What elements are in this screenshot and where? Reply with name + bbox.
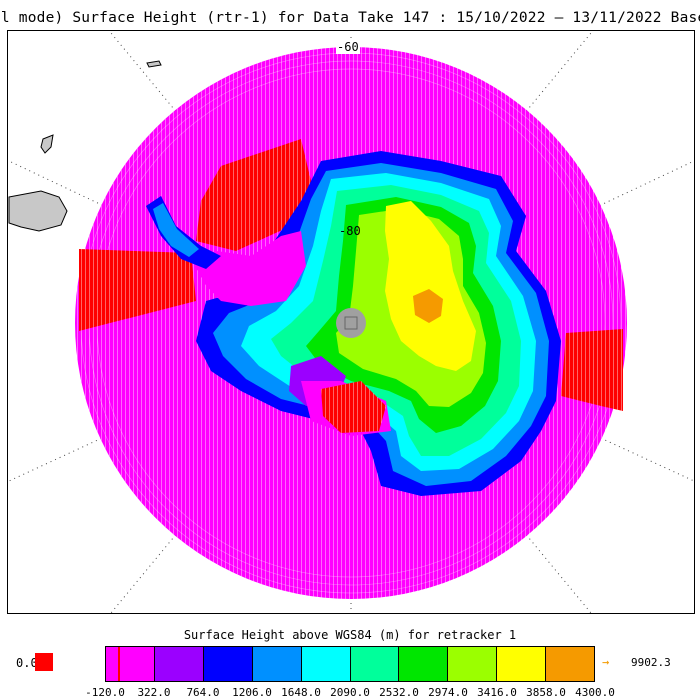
colorbar-segment	[350, 647, 400, 681]
colorbar-tick-label: 1648.0	[281, 686, 321, 699]
colorbar-tick-label: 2974.0	[428, 686, 468, 699]
colorbar-tick-label: 322.0	[137, 686, 171, 699]
colorbar	[105, 646, 595, 682]
latitude-label-80: -80	[339, 224, 361, 238]
land-masses	[8, 60, 162, 232]
colorbar-segment	[301, 647, 351, 681]
pole-hole	[336, 308, 366, 338]
polar-map	[8, 32, 694, 613]
colorbar-title: Surface Height above WGS84 (m) for retra…	[183, 628, 517, 642]
colorbar-segment	[497, 647, 547, 681]
west-antarctica	[146, 196, 391, 436]
colorbar-segment	[203, 647, 253, 681]
colorbar-segment	[106, 647, 155, 681]
colorbar-tick-label: 4300.0	[575, 686, 615, 699]
colorbar-tick-label: 1206.0	[232, 686, 272, 699]
colorbar-segment	[546, 647, 595, 681]
nodata-regions	[79, 139, 623, 411]
colorbar-segment	[154, 647, 204, 681]
colorbar-tick-label: 2532.0	[379, 686, 419, 699]
overflow-arrow-icon: →	[602, 655, 610, 669]
latitude-label-60: -60	[336, 40, 360, 54]
nodata-swatch	[35, 653, 53, 671]
colorbar-tick-label: 2090.0	[330, 686, 370, 699]
chart-title: ll mode) Surface Height (rtr-1) for Data…	[0, 10, 700, 26]
colorbar-segment	[399, 647, 449, 681]
colorbar-tick-label: 764.0	[186, 686, 220, 699]
nodata-label: 0.0	[16, 656, 38, 670]
colorbar-tick-label: 3858.0	[526, 686, 566, 699]
colorbar-tick-label: 3416.0	[477, 686, 517, 699]
colorbar-segment	[448, 647, 498, 681]
map-frame	[7, 30, 695, 614]
colorbar-tick-label: -120.0	[85, 686, 125, 699]
overflow-value: 9902.3	[631, 656, 671, 669]
colorbar-segment	[252, 647, 302, 681]
